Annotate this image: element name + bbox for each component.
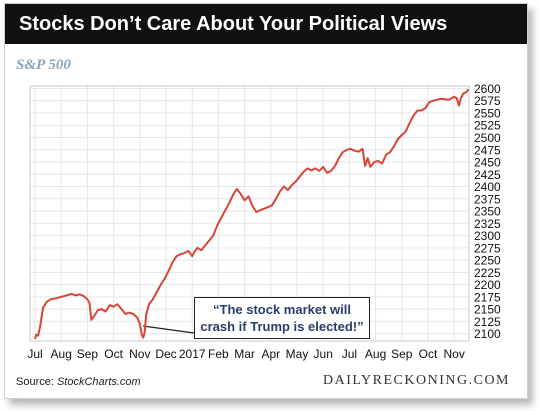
x-tick-label: Nov: [129, 347, 150, 361]
x-tick-label: Apr: [261, 347, 280, 361]
y-tick-label: 2150: [474, 303, 501, 317]
y-tick-label: 2575: [474, 94, 501, 108]
y-tick-label: 2175: [474, 290, 501, 304]
y-axis-ticks: 2100212521502175220022252250227523002325…: [474, 82, 501, 341]
y-tick-label: 2350: [474, 205, 501, 219]
x-tick-label: Sep: [77, 347, 99, 361]
x-tick-label: Mar: [234, 347, 255, 361]
brand-watermark: DAILYRECKONING.COM: [323, 373, 510, 388]
y-tick-label: 2475: [474, 143, 501, 157]
x-tick-label: Oct: [104, 347, 123, 361]
source-name: StockCharts.com: [56, 376, 141, 388]
y-tick-label: 2600: [474, 82, 501, 96]
callout-pointer: [142, 325, 195, 334]
x-tick-label: Aug: [51, 347, 72, 361]
y-tick-label: 2300: [474, 229, 501, 243]
x-tick-label: Jul: [27, 347, 42, 361]
x-tick-label: Jul: [342, 347, 357, 361]
y-tick-label: 2200: [474, 278, 501, 292]
chart-subtitle: S&P 500: [16, 57, 71, 73]
annotation-callout: “The stock market will crash if Trump is…: [194, 297, 370, 339]
y-tick-label: 2275: [474, 241, 501, 255]
chart-title: Stocks Don’t Care About Your Political V…: [5, 4, 527, 44]
source-prefix: Source:: [16, 376, 57, 388]
x-tick-label: Jun: [314, 347, 333, 361]
y-tick-label: 2125: [474, 315, 501, 329]
x-axis-ticks: Jul Aug Sep Oct Nov Dec 2017 Feb Mar Apr May Jun Jul…: [27, 347, 465, 361]
y-tick-label: 2425: [474, 168, 501, 182]
x-tick-label: Sep: [391, 347, 413, 361]
x-tick-label: May: [286, 347, 309, 361]
x-tick-label: Oct: [419, 347, 438, 361]
y-tick-label: 2525: [474, 119, 501, 133]
y-tick-label: 2400: [474, 180, 501, 194]
y-tick-label: 2500: [474, 131, 501, 145]
annotation-line-1: “The stock market will: [213, 302, 351, 317]
y-tick-label: 2375: [474, 192, 501, 206]
x-tick-label: Dec: [155, 347, 176, 361]
x-tick-label: Aug: [365, 347, 386, 361]
y-tick-label: 2550: [474, 106, 501, 120]
y-tick-label: 2325: [474, 217, 501, 231]
y-tick-label: 2225: [474, 266, 501, 280]
y-tick-label: 2250: [474, 254, 501, 268]
source-note: Source: StockCharts.com: [16, 376, 141, 388]
series-line-sp500: [34, 88, 470, 340]
plot-frame: [29, 85, 470, 342]
annotation-line-2: crash if Trump is elected!”: [200, 319, 364, 334]
x-tick-label: Nov: [444, 347, 465, 361]
x-tick-label: Feb: [208, 347, 229, 361]
x-tick-label: 2017: [179, 347, 206, 361]
y-tick-label: 2450: [474, 156, 501, 170]
y-tick-label: 2100: [474, 327, 501, 341]
